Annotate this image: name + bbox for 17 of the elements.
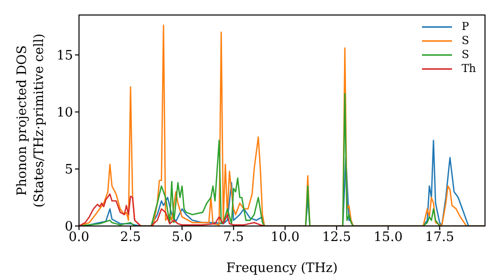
x-tick-label: 7.5 [223, 230, 244, 246]
x-tick-label: 5.0 [172, 230, 192, 246]
x-tick-label: 0.0 [68, 230, 90, 246]
x-tick-label: 12.5 [322, 230, 352, 246]
y-tick-label: 5 [64, 162, 73, 178]
legend-label: S [462, 34, 470, 48]
x-tick-label: 2.5 [120, 230, 141, 246]
legend-label: P [462, 20, 469, 34]
x-tick-label: 15.0 [374, 230, 403, 246]
x-tick-label: 17.5 [425, 230, 454, 246]
x-tick-label: 10.0 [270, 230, 300, 246]
y-tick-label: 15 [56, 48, 73, 64]
legend-label: S [462, 48, 470, 62]
x-axis-title: Frequency (THz) [226, 261, 338, 276]
y-tick-label: 10 [56, 106, 73, 121]
legend-label: Th [462, 62, 476, 76]
y-axis-title: Phonon projected DOS (States/THz·primitive cell) [15, 33, 47, 208]
